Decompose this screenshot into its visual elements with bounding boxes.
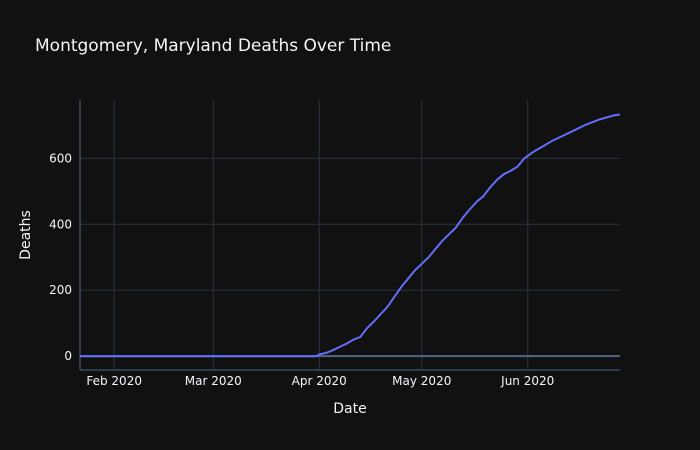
- y-tick-label: 400: [49, 217, 72, 231]
- x-tick-label: Jun 2020: [500, 374, 554, 388]
- y-tick-label: 600: [49, 151, 72, 165]
- x-tick-label: May 2020: [392, 374, 451, 388]
- x-tick-label: Mar 2020: [185, 374, 242, 388]
- y-tick-label: 200: [49, 283, 72, 297]
- y-axis-title: Deaths: [18, 210, 34, 260]
- y-tick-label: 0: [64, 349, 72, 363]
- grid: [80, 100, 620, 370]
- x-tick-label: Feb 2020: [86, 374, 142, 388]
- plot-area: [80, 113, 621, 358]
- x-axis-ticks: Feb 2020 Mar 2020 Apr 2020 May 2020 Jun 2020: [86, 374, 554, 388]
- x-tick-label: Apr 2020: [292, 374, 347, 388]
- axes: [79, 100, 620, 371]
- chart-title: Montgomery, Maryland Deaths Over Time: [35, 36, 391, 56]
- series-line: [80, 113, 621, 358]
- x-axis-title: Date: [333, 401, 366, 417]
- y-axis-ticks: 0 200 400 600: [49, 151, 72, 363]
